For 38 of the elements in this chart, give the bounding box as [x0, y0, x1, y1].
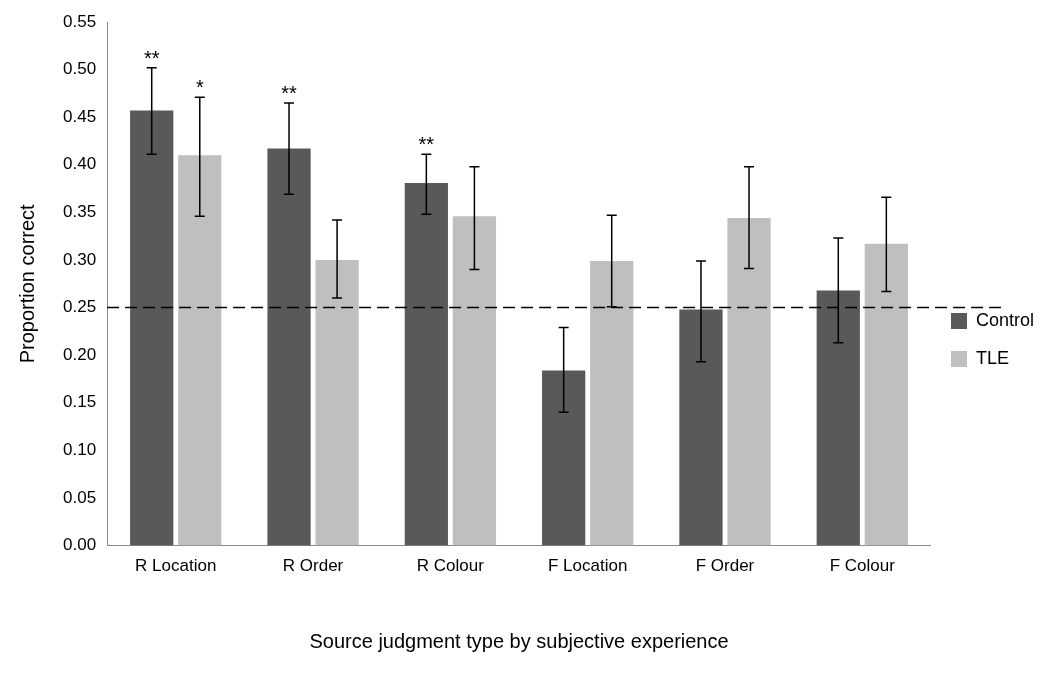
- bar: [542, 370, 586, 546]
- y-tick-label: 0.55: [62, 11, 97, 31]
- data-label: **: [418, 133, 435, 156]
- bar: [267, 148, 311, 546]
- y-tick-label: 0.15: [62, 392, 97, 412]
- data-label: **: [143, 46, 160, 69]
- bar: [679, 309, 723, 546]
- x-tick-label: R Colour: [416, 556, 485, 576]
- y-axis-title: Proportion correct: [15, 203, 38, 364]
- y-tick-label: 0.10: [62, 440, 97, 460]
- y-tick-label: 0.50: [62, 59, 97, 79]
- data-label: *: [195, 76, 204, 99]
- y-tick-label: 0.40: [62, 154, 97, 174]
- x-tick-label: F Order: [695, 556, 755, 576]
- y-tick-label: 0.05: [62, 487, 97, 507]
- y-tick-label: 0.30: [62, 249, 97, 269]
- bar: [727, 218, 771, 546]
- bar: [590, 260, 634, 546]
- bar: [315, 260, 359, 546]
- bar: [178, 155, 222, 546]
- y-tick-label: 0.45: [62, 106, 97, 126]
- bar: [130, 110, 174, 546]
- x-tick-label: R Location: [135, 556, 217, 576]
- x-tick-label: F Location: [547, 556, 628, 576]
- bar: [864, 243, 908, 546]
- y-tick-label: 0.00: [62, 535, 97, 555]
- x-tick-label: F Colour: [829, 556, 896, 576]
- y-tick-label: 0.20: [62, 344, 97, 364]
- legend-label: TLE: [975, 347, 1009, 368]
- y-tick-label: 0.25: [62, 297, 97, 317]
- bar: [816, 290, 860, 546]
- legend-label: Control: [975, 309, 1035, 330]
- x-axis-title: Source judgment type by subjective experience: [309, 629, 729, 652]
- bar: [404, 182, 448, 546]
- data-label: **: [281, 81, 298, 104]
- bar: [452, 216, 497, 546]
- y-tick-label: 0.35: [62, 202, 97, 222]
- x-tick-label: R Order: [282, 556, 344, 576]
